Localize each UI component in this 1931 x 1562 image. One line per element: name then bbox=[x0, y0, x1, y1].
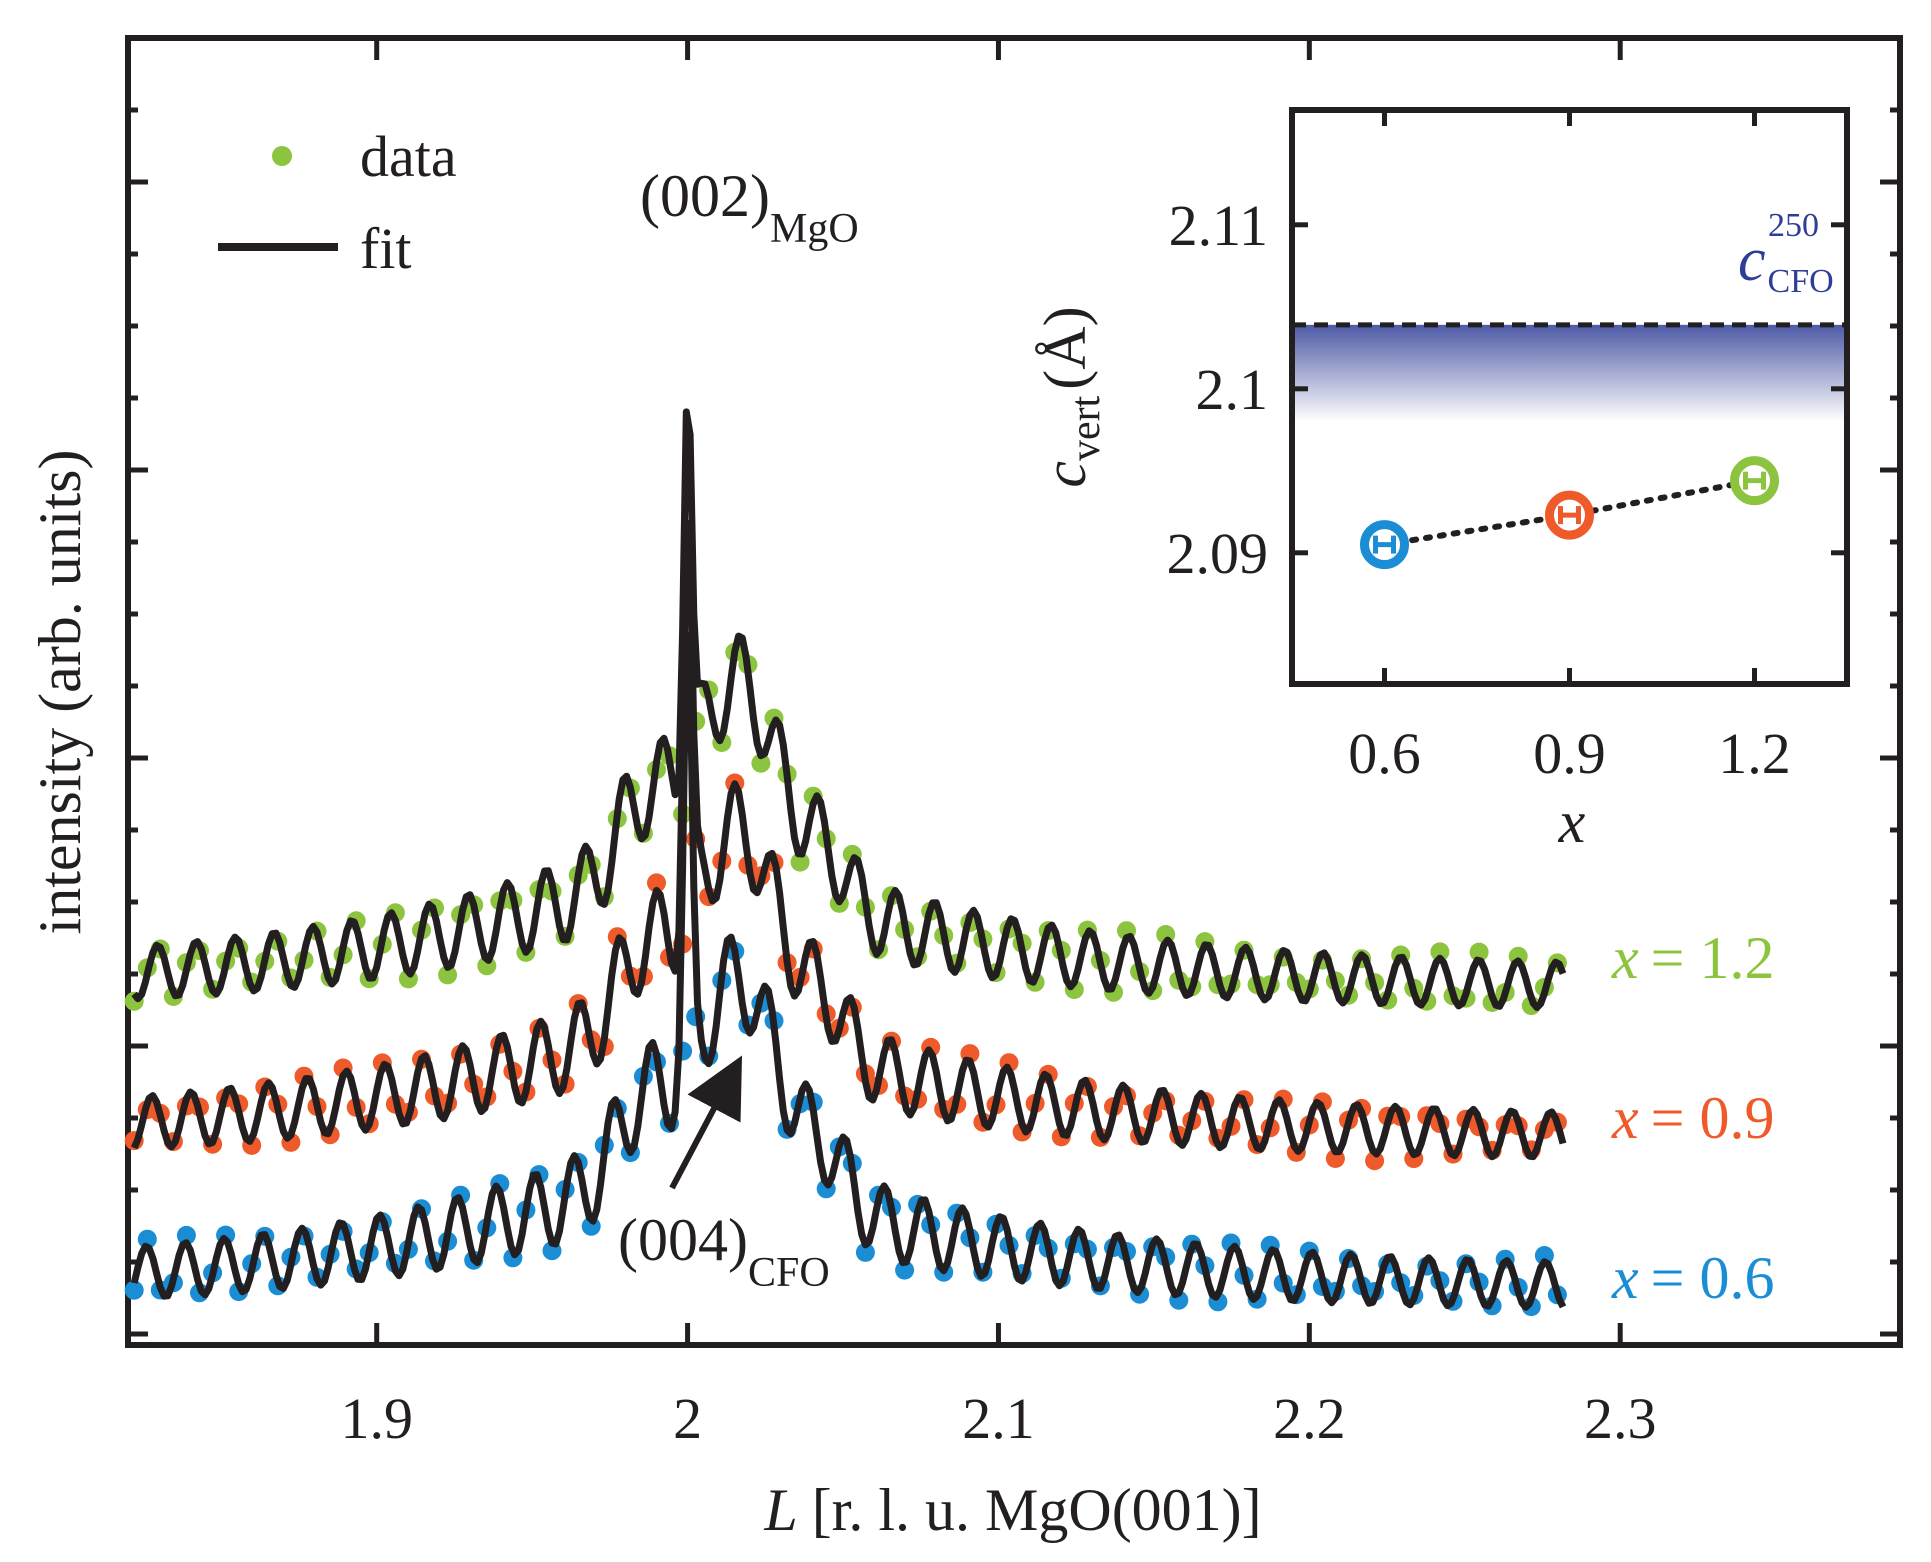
main-x-ticks: 1.9 2 2.1 2.2 2.3 bbox=[340, 38, 1656, 1451]
inset-x-tick-label: 0.9 bbox=[1533, 721, 1606, 786]
main-x-tick-label: 2 bbox=[673, 1386, 702, 1451]
main-y-axis-label: intensity (arb. units) bbox=[27, 450, 93, 935]
legend-fit-label: fit bbox=[360, 216, 412, 281]
inset-x-axis-label: x bbox=[1558, 789, 1586, 855]
inset-point bbox=[1730, 456, 1779, 506]
series-label-x09-symbol: x bbox=[1611, 1085, 1639, 1151]
main-x-tick-label: 2.1 bbox=[962, 1386, 1035, 1451]
data-point bbox=[438, 965, 458, 985]
inset-point bbox=[1545, 490, 1594, 540]
data-point bbox=[1430, 942, 1450, 962]
inset-y-tick-label: 2.1 bbox=[1196, 357, 1269, 422]
inset-points bbox=[1360, 456, 1779, 570]
main-plot-frame bbox=[125, 35, 1903, 1348]
main-x-tick-label: 2.2 bbox=[1273, 1386, 1346, 1451]
inset-plot: 0.6 0.9 1.22.092.12.11 x cvert(Å) cCFO250 bbox=[1032, 107, 1850, 855]
annotation-mgo-peak: (002)MgO bbox=[640, 163, 859, 252]
main-x-axis-label-rest: [r. l. u. MgO(001)] bbox=[812, 1477, 1262, 1543]
data-point bbox=[751, 753, 771, 773]
inset-y-tick-label: 2.09 bbox=[1167, 521, 1269, 586]
data-point bbox=[1469, 942, 1489, 962]
annotation-cfo-text: (004) bbox=[618, 1207, 748, 1273]
inset-reference-sup: 250 bbox=[1768, 207, 1819, 244]
main-x-axis-label: L [r. l. u. MgO(001)] bbox=[763, 1477, 1261, 1543]
data-point bbox=[1534, 1246, 1554, 1265]
series-label-x09-value: = 0.9 bbox=[1651, 1085, 1775, 1151]
inset-y-axis-label: cvert (Å) bbox=[1032, 306, 1109, 487]
data-point bbox=[855, 1242, 875, 1262]
fit-line bbox=[130, 630, 1567, 1311]
data-point bbox=[895, 1260, 915, 1280]
inset-y-axis-symbol: c bbox=[1032, 461, 1098, 488]
main-x-tick-label: 1.9 bbox=[340, 1386, 413, 1451]
main-plot: 1.9 2 2.1 2.2 2.3 intensity (arb. units) L [r… bbox=[27, 35, 1903, 1543]
series-label-x06-symbol: x bbox=[1611, 1245, 1639, 1311]
inset-reference-band bbox=[1292, 324, 1847, 422]
legend: data fit bbox=[218, 124, 457, 281]
inset-reference-sub: CFO bbox=[1768, 263, 1834, 300]
series-label-x06-value: = 0.6 bbox=[1651, 1245, 1775, 1311]
fit-line bbox=[131, 408, 1567, 1011]
inset-y-axis-sub: vert bbox=[1063, 395, 1109, 461]
annotation-cfo-sub: CFO bbox=[748, 1250, 830, 1296]
inset-reference-symbol: c bbox=[1738, 226, 1766, 294]
data-point bbox=[647, 873, 666, 893]
inset-reference-label: cCFO 250 bbox=[1738, 207, 1834, 300]
annotation-cfo-arrow bbox=[669, 1055, 743, 1190]
inset-ticks: 0.6 0.9 1.2 2.09 2.1 2.11 bbox=[1167, 110, 1847, 786]
data-point bbox=[124, 1280, 144, 1300]
series-label-x12-symbol: x bbox=[1611, 925, 1639, 991]
main-x-axis-symbol: L bbox=[763, 1477, 797, 1543]
fit-line bbox=[130, 519, 1567, 1161]
series-label-x12: x = 1.2 bbox=[1611, 925, 1774, 991]
inset-point bbox=[1360, 520, 1409, 570]
inset-x-tick-label: 1.2 bbox=[1718, 721, 1791, 786]
legend-data-marker bbox=[272, 146, 292, 166]
inset-y-axis-unit: (Å) bbox=[1032, 306, 1098, 389]
main-curves bbox=[124, 408, 1567, 1317]
inset-y-tick-label: 2.11 bbox=[1169, 193, 1268, 258]
data-point bbox=[790, 852, 810, 872]
annotation-mgo-sub: MgO bbox=[770, 206, 859, 252]
main-x-tick-label: 2.3 bbox=[1584, 1386, 1657, 1451]
inset-x-tick-label: 0.6 bbox=[1348, 721, 1421, 786]
main-y-ticks bbox=[128, 107, 1900, 1337]
annotation-cfo-peak: (004)CFO bbox=[618, 1207, 830, 1296]
data-point bbox=[137, 1229, 157, 1249]
annotation-mgo-text: (002) bbox=[640, 163, 770, 229]
series-label-x09: x = 0.9 bbox=[1611, 1085, 1774, 1151]
data-point bbox=[176, 1225, 196, 1245]
legend-data-label: data bbox=[360, 124, 457, 189]
series-label-x12-value: = 1.2 bbox=[1651, 925, 1775, 991]
series-label-x06: x = 0.6 bbox=[1611, 1245, 1774, 1311]
